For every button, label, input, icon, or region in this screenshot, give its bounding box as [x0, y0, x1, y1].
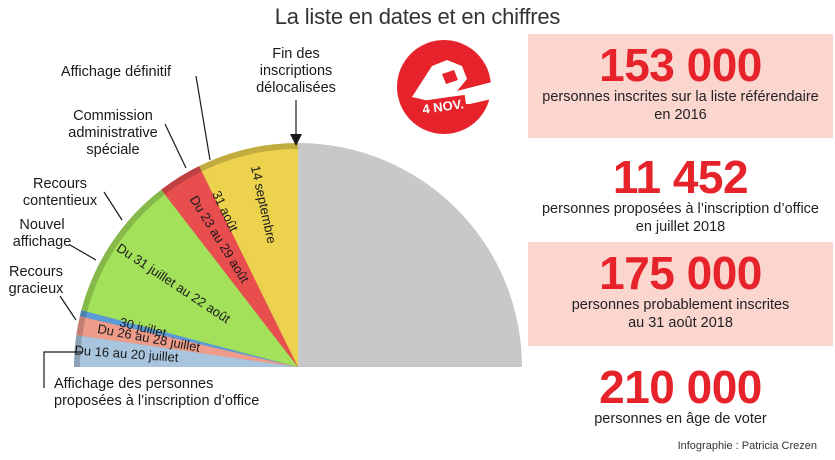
callout-label: Commission [73, 108, 153, 124]
callout-label: proposées à l’inscription d’office [54, 393, 259, 409]
timeline-slice [201, 168, 298, 367]
stat-block: 11 452 personnes proposées à l’inscriptio… [528, 146, 833, 236]
stat-description: personnes probablement inscrites [571, 297, 790, 313]
timeline-slice [82, 317, 298, 367]
timeline-slice [85, 311, 298, 367]
stat-block: 210 000 personnes en âge de voter [528, 356, 833, 436]
callout-label: inscriptions [260, 63, 333, 79]
referendum-logo: 4 NOV. [397, 40, 496, 134]
chart-title: La liste en dates et en chiffres [274, 4, 561, 29]
stat-description: en juillet 2018 [635, 219, 726, 235]
callout-leader [43, 351, 82, 388]
callout-label: Nouvel [19, 217, 64, 233]
stat-description: personnes inscrites sur la liste référen… [542, 89, 819, 105]
remaining-time-slice [298, 143, 522, 367]
callout-label: Fin des [272, 46, 320, 62]
timeline-slice [164, 171, 298, 367]
stat-block: 153 000 personnes inscrites sur la liste … [528, 34, 833, 138]
stat-number: 11 452 [612, 151, 749, 203]
callout-leader [103, 191, 123, 221]
callout: Affichage définitif [61, 64, 211, 161]
callout-label: affichage [13, 234, 72, 250]
stat-number: 210 000 [599, 361, 762, 413]
stat-description: personnes proposées à l’inscription d’of… [541, 201, 819, 217]
callout-leader [69, 244, 97, 261]
credit: Infographie : Patricia Crezen [677, 440, 817, 452]
callout-label: Recours [9, 264, 63, 280]
callout-label: administrative [68, 125, 157, 141]
callout-label: gracieux [9, 281, 65, 297]
callout-label: spéciale [86, 142, 139, 158]
callout-label: Affichage des personnes [54, 376, 213, 392]
stat-block: 175 000 personnes probablement inscrites a… [528, 242, 833, 346]
timeline-slice [207, 149, 298, 367]
callout-leader [195, 75, 211, 161]
timeline-slice [87, 194, 298, 367]
stat-description: personnes en âge de voter [594, 411, 767, 427]
timeline-slice [80, 335, 298, 367]
callout-label: Affichage définitif [61, 64, 172, 80]
callout-label: délocalisées [256, 80, 336, 96]
callout-label: contentieux [23, 193, 98, 209]
stat-description: au 31 août 2018 [628, 315, 733, 331]
callout-label: Recours [33, 176, 87, 192]
callout-leader [59, 295, 77, 321]
logo-date-text: 4 NOV. [422, 96, 465, 117]
callout-leader [164, 123, 187, 169]
stat-number: 175 000 [599, 247, 762, 299]
stat-number: 153 000 [599, 39, 762, 91]
slice-label: Du 16 au 20 juillet [74, 342, 179, 364]
arrow-icon [290, 134, 302, 146]
stat-description: en 2016 [654, 107, 707, 123]
